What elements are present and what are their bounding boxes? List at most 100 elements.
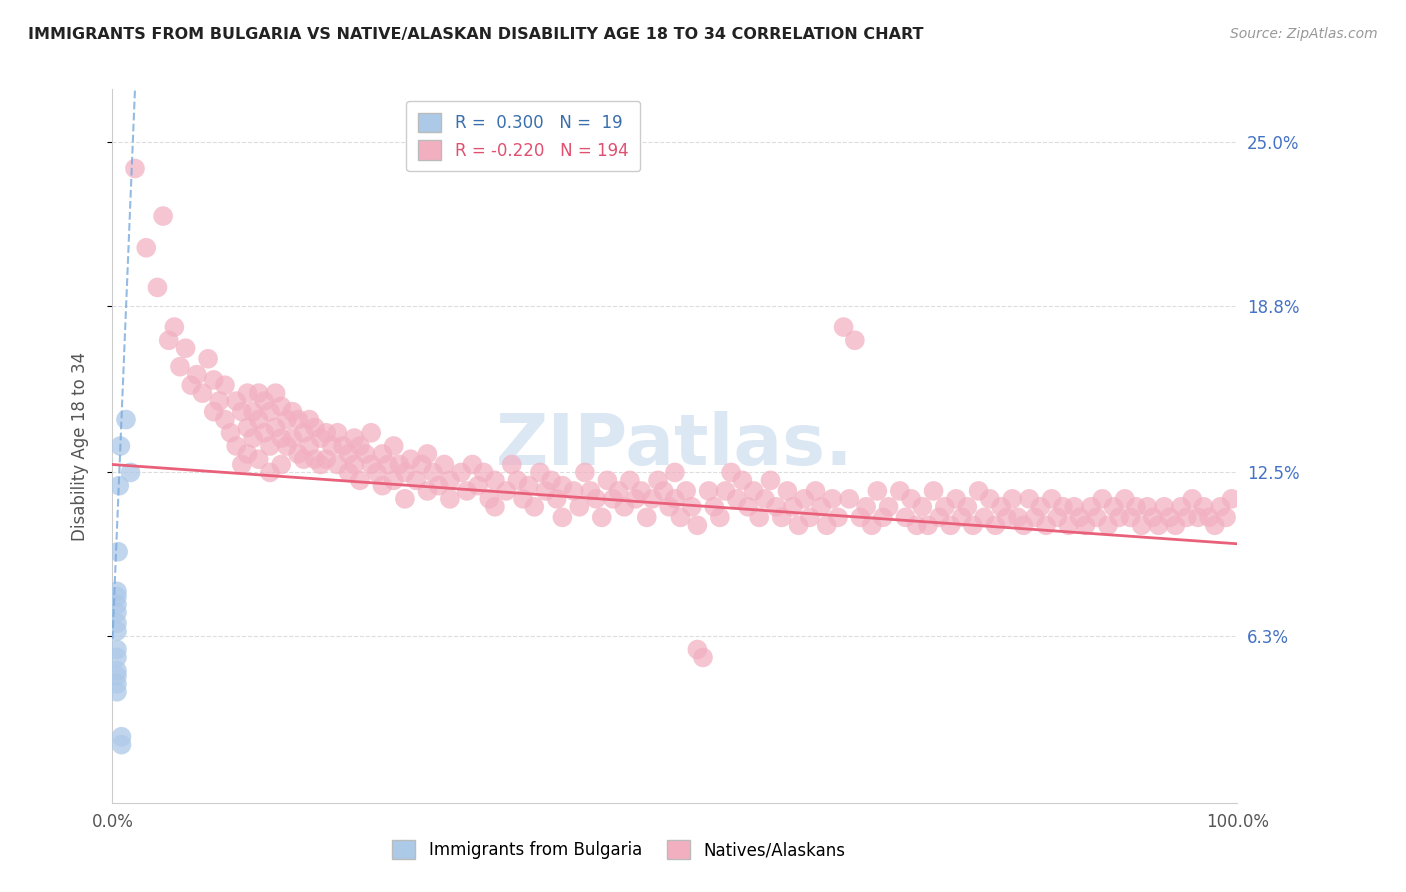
Point	[1209, 500, 1232, 514]
Point	[1001, 491, 1024, 506]
Point	[326, 458, 349, 472]
Point	[838, 491, 860, 506]
Point	[664, 466, 686, 480]
Point	[108, 478, 131, 492]
Point	[827, 510, 849, 524]
Point	[681, 500, 703, 514]
Point	[501, 458, 523, 472]
Point	[433, 458, 456, 472]
Point	[877, 500, 900, 514]
Point	[292, 425, 315, 440]
Point	[427, 478, 450, 492]
Point	[1181, 491, 1204, 506]
Point	[247, 452, 270, 467]
Point	[105, 624, 128, 638]
Point	[214, 378, 236, 392]
Point	[202, 373, 225, 387]
Point	[534, 483, 557, 498]
Point	[105, 685, 128, 699]
Point	[709, 510, 731, 524]
Point	[658, 500, 681, 514]
Y-axis label: Disability Age 18 to 34: Disability Age 18 to 34	[70, 351, 89, 541]
Point	[382, 439, 405, 453]
Point	[737, 500, 759, 514]
Point	[860, 518, 883, 533]
Point	[236, 447, 259, 461]
Point	[152, 209, 174, 223]
Point	[281, 404, 304, 418]
Point	[349, 474, 371, 488]
Point	[115, 412, 138, 426]
Point	[1119, 510, 1142, 524]
Point	[1024, 510, 1046, 524]
Point	[742, 483, 765, 498]
Point	[120, 466, 142, 480]
Point	[911, 500, 934, 514]
Point	[714, 483, 737, 498]
Point	[1108, 510, 1130, 524]
Point	[517, 478, 540, 492]
Point	[630, 483, 652, 498]
Point	[253, 394, 276, 409]
Point	[934, 500, 956, 514]
Point	[967, 483, 990, 498]
Point	[186, 368, 208, 382]
Point	[360, 425, 382, 440]
Point	[371, 447, 394, 461]
Point	[456, 483, 478, 498]
Point	[105, 677, 128, 691]
Point	[349, 439, 371, 453]
Point	[169, 359, 191, 374]
Point	[163, 320, 186, 334]
Point	[551, 478, 574, 492]
Point	[360, 458, 382, 472]
Point	[105, 616, 128, 631]
Point	[917, 518, 939, 533]
Point	[105, 606, 128, 620]
Point	[950, 510, 973, 524]
Point	[225, 394, 247, 409]
Point	[956, 500, 979, 514]
Point	[202, 404, 225, 418]
Point	[264, 420, 287, 434]
Point	[692, 650, 714, 665]
Point	[105, 669, 128, 683]
Point	[872, 510, 894, 524]
Point	[540, 474, 562, 488]
Point	[292, 452, 315, 467]
Point	[1040, 491, 1063, 506]
Point	[394, 491, 416, 506]
Point	[315, 425, 337, 440]
Point	[105, 650, 128, 665]
Point	[979, 491, 1001, 506]
Point	[754, 491, 776, 506]
Point	[619, 474, 641, 488]
Point	[382, 474, 405, 488]
Point	[703, 500, 725, 514]
Point	[636, 510, 658, 524]
Point	[894, 510, 917, 524]
Point	[450, 466, 472, 480]
Point	[259, 466, 281, 480]
Point	[105, 590, 128, 604]
Point	[270, 431, 292, 445]
Point	[1170, 500, 1192, 514]
Point	[821, 491, 844, 506]
Point	[270, 400, 292, 414]
Point	[641, 491, 664, 506]
Point	[219, 425, 242, 440]
Point	[1080, 500, 1102, 514]
Point	[422, 466, 444, 480]
Point	[815, 518, 838, 533]
Point	[748, 510, 770, 524]
Point	[1097, 518, 1119, 533]
Point	[602, 491, 624, 506]
Point	[1130, 518, 1153, 533]
Point	[1136, 500, 1159, 514]
Point	[1091, 491, 1114, 506]
Point	[776, 483, 799, 498]
Point	[416, 483, 439, 498]
Point	[613, 500, 636, 514]
Point	[315, 452, 337, 467]
Point	[1012, 518, 1035, 533]
